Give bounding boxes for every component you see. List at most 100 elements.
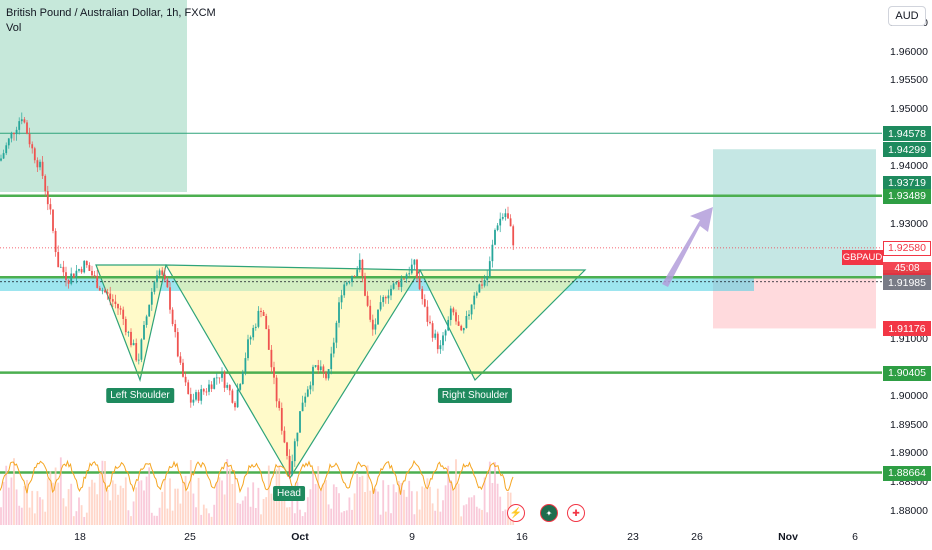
candle-body [192,399,195,403]
volume-indicator-label[interactable]: Vol [6,22,22,34]
volume-bar [384,511,387,525]
candle-body [361,259,364,277]
candle-body [124,318,127,333]
currency-button[interactable]: AUD [888,6,926,26]
candle-body [455,312,457,322]
candle-body [62,266,65,273]
candle-body [140,339,143,360]
candle-body [410,264,413,274]
head-label[interactable]: Head [273,486,305,501]
candle-body [247,339,249,359]
volume-bar [358,476,361,525]
symbol-title[interactable]: British Pound / Australian Dollar, 1h, F… [6,7,216,19]
time-tick-label: 23 [627,531,639,543]
candle-body [104,290,106,293]
volume-bar [483,477,486,525]
volume-bar [491,483,494,525]
volume-bar [171,510,174,525]
volume-bar [226,459,229,525]
volume-bar [150,512,153,525]
flash-icon[interactable]: ⚡ [507,504,525,522]
left-shoulder-label[interactable]: Left Shoulder [106,388,174,403]
volume-bar [101,460,104,525]
volume-bar [322,483,325,525]
candle-body [244,358,247,373]
candle-body [319,366,322,370]
candle-body [374,324,377,330]
candle-body [254,326,257,328]
volume-bar [145,476,148,525]
volume-bar [72,516,75,525]
volume-bar [319,489,322,525]
volume-bar [306,497,309,525]
candle-body [176,332,179,357]
candle-body [452,308,455,313]
volume-bar [205,508,208,525]
volume-bar [478,508,481,525]
volume-bar [189,460,192,525]
candle-body [119,308,122,310]
candle-body [46,191,49,205]
candle-body [93,275,96,277]
candle-body [88,265,91,271]
volume-bar [252,482,255,525]
candle-body [273,367,275,378]
candle-body [512,226,515,246]
volume-bar [265,497,268,525]
candle-body [470,304,473,315]
candle-body [7,138,10,146]
volume-bar [54,467,57,525]
volume-bar [114,483,117,525]
volume-bar [215,482,218,525]
volume-bar [312,470,314,525]
candle-body [387,295,390,299]
volume-bar [169,478,171,525]
volume-bar [270,493,273,525]
candle-body [239,383,242,390]
candle-body [65,272,67,281]
volume-bar [208,513,210,525]
candle-body [431,323,434,338]
candle-body [156,275,158,283]
candle-body [223,372,226,388]
gb-flag-icon[interactable]: ✚ [567,504,585,522]
volume-bar [364,492,366,525]
volume-bar [52,482,54,525]
volume-bar [247,487,249,525]
candle-body [397,282,400,287]
volume-bar [98,472,101,525]
candle-body [283,430,286,443]
right-shoulder-label[interactable]: Right Shoulder [437,388,513,403]
volume-bar [501,511,504,525]
volume-bar [436,488,439,525]
volume-bar [62,498,65,525]
volume-bar [473,495,476,525]
candle-body [499,218,502,226]
volume-bar [457,483,460,525]
candle-body [54,230,57,253]
volume-bar [223,494,226,525]
volume-bar [236,502,239,525]
volume-bar [416,491,418,525]
volume-bar [465,504,468,525]
candle-body [462,327,465,331]
candle-body [44,175,47,192]
candle-body [338,302,340,323]
volume-bar [301,516,304,525]
volume-bar [124,477,127,525]
volume-bar [132,501,135,525]
au-flag-icon[interactable]: ✦ [540,504,558,522]
volume-bar [109,500,112,525]
candle-body [465,316,468,328]
candle-body [390,288,392,296]
volume-bar [293,513,296,525]
candle-body [195,392,197,400]
volume-bar [325,480,327,525]
candle-body [33,148,36,161]
volume-bar [249,506,252,525]
candle-body [400,278,403,287]
volume-bar [488,461,491,525]
candle-body [80,269,83,273]
